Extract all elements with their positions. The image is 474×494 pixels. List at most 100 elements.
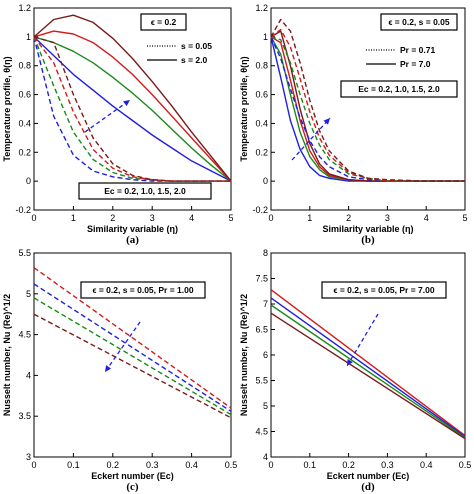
- x-tick-label: 0.4: [420, 460, 433, 470]
- y-tick-label: -0.2: [15, 205, 31, 215]
- y-tick-label: 5: [26, 289, 31, 299]
- series-line: [33, 36, 231, 182]
- series-line: [33, 30, 232, 182]
- y-tick-label: 1: [263, 32, 268, 42]
- x-axis-label: Eckert number (Ec): [91, 471, 174, 481]
- plot-frame: [270, 7, 466, 211]
- series-line: [33, 36, 231, 182]
- trend-arrow-head: [123, 100, 130, 107]
- y-tick-label: 3.5: [18, 411, 31, 421]
- panel-label: (a): [126, 234, 139, 246]
- annotation-box: [78, 182, 212, 200]
- annotation-text: ϵ = 0.2: [151, 17, 177, 27]
- series-line: [33, 14, 232, 182]
- y-tick-label: 0.6: [18, 90, 31, 100]
- x-tick-label: 2: [346, 213, 351, 223]
- y-tick-label: 3: [26, 452, 31, 462]
- legend-label: Pr = 7.0: [400, 59, 431, 69]
- series-line: [270, 28, 465, 182]
- legend-label: s = 0.05: [181, 41, 212, 51]
- x-tick-label: 5: [228, 213, 233, 223]
- y-tick-label: 5.5: [18, 248, 31, 258]
- x-axis-label: Similarity variable (η): [87, 224, 178, 234]
- y-tick-label: 0.8: [18, 61, 31, 71]
- y-tick-label: 1: [26, 32, 31, 42]
- y-tick-label: -0.2: [252, 205, 268, 215]
- x-tick-label: 4: [424, 213, 429, 223]
- x-tick-label: 5: [462, 213, 467, 223]
- x-tick-label: 3: [385, 213, 390, 223]
- y-tick-label: 4.5: [18, 330, 31, 340]
- x-tick-label: 0: [268, 213, 273, 223]
- x-tick-label: 0.2: [107, 460, 120, 470]
- series-line: [33, 297, 232, 416]
- x-axis-label: Eckert number (Ec): [327, 471, 410, 481]
- series-line: [270, 312, 466, 440]
- series-line: [33, 36, 231, 182]
- series-line: [33, 36, 232, 182]
- legend-label: Pr = 0.71: [400, 45, 435, 55]
- x-tick-label: 0.1: [304, 460, 317, 470]
- plot-frame: [33, 7, 232, 211]
- y-tick-label: 0.4: [18, 118, 31, 128]
- y-tick-label: 0.6: [255, 90, 268, 100]
- y-tick-label: 6.5: [255, 325, 268, 335]
- legend-label: s = 2.0: [181, 55, 208, 65]
- y-tick-label: 5.5: [255, 376, 268, 386]
- series-line: [270, 304, 466, 439]
- y-tick-label: 4.5: [255, 427, 268, 437]
- series-line: [270, 18, 465, 182]
- x-tick-label: 1: [71, 213, 76, 223]
- y-tick-label: 8: [263, 248, 268, 258]
- y-axis-label: Nusselt number, Nu (Re)^1/2: [2, 294, 12, 416]
- y-tick-label: 4: [26, 370, 31, 380]
- plot-frame: [33, 252, 232, 458]
- trend-arrow-shaft: [84, 99, 131, 133]
- x-tick-label: 0: [31, 460, 36, 470]
- trend-arrow-shaft: [346, 313, 379, 367]
- trend-arrow-head: [347, 359, 353, 366]
- series-line: [270, 297, 466, 438]
- y-axis-label: Nusselt number, Nu (Re)^1/2: [239, 294, 249, 416]
- x-tick-label: 2: [110, 213, 115, 223]
- panel-label: (d): [361, 481, 375, 493]
- chart-panel-3: 0 0.1 0.2 0.3 0.4 0.5 3 3.5 4 4.5 5 5.5 Eckert numbe…: [2, 248, 237, 493]
- annotation-box: [340, 80, 458, 98]
- y-axis-label: Temperature profile, θ(η): [2, 56, 12, 161]
- annotation-text: Ec = 0.2, 1.0, 1.5, 2.0: [358, 84, 440, 94]
- y-tick-label: 0: [263, 176, 268, 186]
- panel-label: (c): [126, 481, 139, 493]
- y-tick-label: 7.5: [255, 274, 268, 284]
- series-line: [270, 289, 466, 437]
- x-tick-label: 3: [150, 213, 155, 223]
- annotation-box: [80, 281, 206, 299]
- x-tick-label: 0: [31, 213, 36, 223]
- trend-arrow-head: [323, 118, 330, 125]
- series-line: [33, 36, 232, 182]
- x-tick-label: 4: [189, 213, 194, 223]
- x-tick-label: 0.1: [67, 460, 80, 470]
- annotation-box: [140, 13, 187, 31]
- x-tick-label: 0.5: [459, 460, 472, 470]
- annotation-text: ϵ = 0.2, s = 0.05, Pr = 7.00: [333, 285, 434, 295]
- x-tick-label: 0.3: [381, 460, 394, 470]
- y-tick-label: 0.2: [255, 147, 268, 157]
- y-tick-label: 0.8: [255, 61, 268, 71]
- annotation-box: [321, 281, 447, 299]
- series-line: [33, 283, 232, 412]
- x-tick-label: 0.3: [146, 460, 159, 470]
- y-tick-label: 4: [263, 452, 268, 462]
- y-tick-label: 6: [263, 350, 268, 360]
- trend-arrow-shaft: [104, 321, 141, 373]
- y-tick-label: 0.4: [255, 118, 268, 128]
- y-tick-label: 1.2: [255, 3, 268, 13]
- panel-label: (b): [361, 234, 375, 246]
- x-tick-label: 0.2: [342, 460, 355, 470]
- y-tick-label: 0: [26, 176, 31, 186]
- y-tick-label: 5: [263, 401, 268, 411]
- y-tick-label: 1.2: [18, 3, 31, 13]
- annotation-text: ϵ = 0.2, s = 0.05: [388, 17, 450, 27]
- trend-arrow-shaft: [291, 117, 331, 161]
